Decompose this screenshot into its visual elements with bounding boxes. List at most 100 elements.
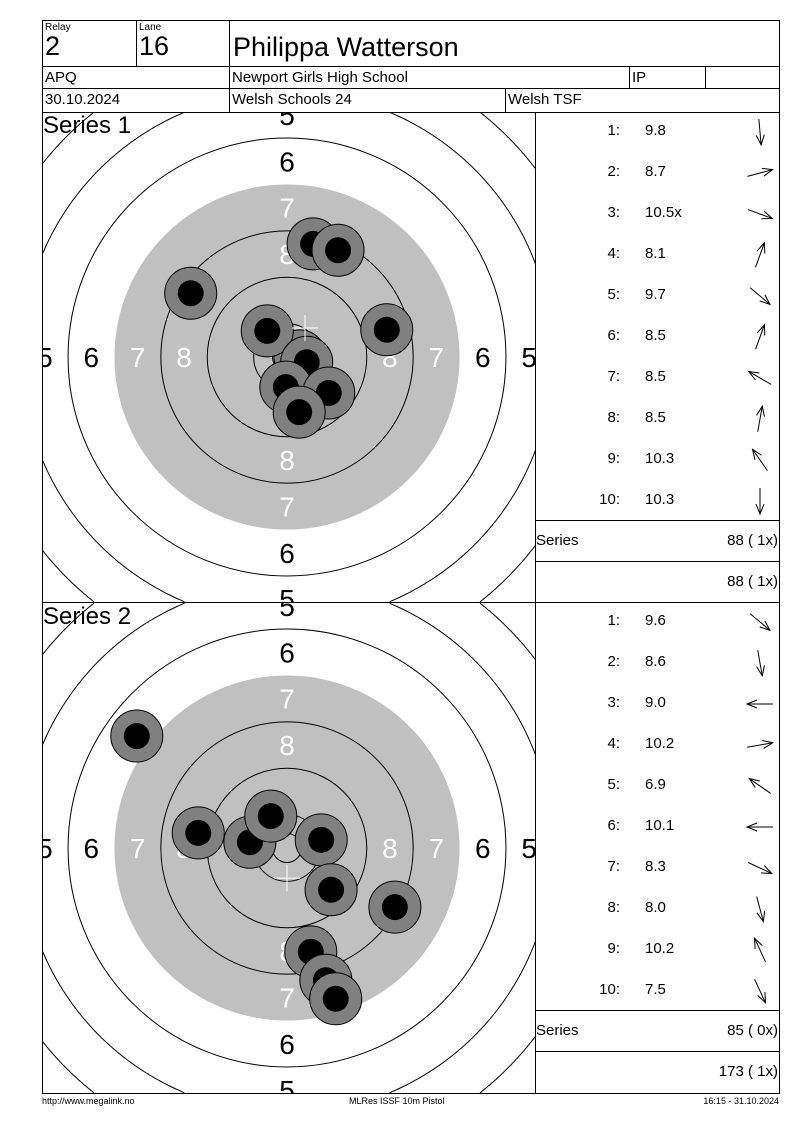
ring-6 [67,137,507,577]
arrow-head [756,665,765,678]
shot-score: 8.0 [645,899,666,916]
shot-row: 2: 8.7 [535,153,780,194]
shot-hole [240,304,294,358]
relay-label: Relay [45,22,71,33]
ring-label-6: 6 [83,342,99,373]
arrow [745,822,773,832]
shot-hole [171,806,225,860]
organizer-cell: Welsh TSF [505,88,780,113]
shot-number: 8: [607,409,620,426]
shot-row: 3: 9.0 [535,684,780,725]
shooter-cell: Philippa Watterson [229,20,780,67]
club-cell: Newport Girls High School [229,66,630,89]
relay-cell: Relay 2 [42,20,137,67]
direction-arrow-icon [747,167,774,177]
shot-hole-center [373,316,400,343]
arrow-head [761,865,774,875]
ring-label-6: 6 [279,637,295,668]
shot-row: 7: 8.5 [535,358,780,399]
series-total-value: 85 ( 0x) [727,1022,778,1039]
shot-score: 8.1 [645,245,666,262]
shot-score: 10.3 [645,491,675,508]
competition-cell: Welsh Schools 24 [229,88,506,113]
arrow-head [761,210,774,220]
arrow-shaft [754,938,766,962]
arrow-shaft [747,169,773,177]
arrow-head [756,323,766,336]
shot-number: 10: [599,491,620,508]
arrow-shaft [748,862,772,874]
shot-number: 5: [607,286,620,303]
direction-arrow-icon [749,613,771,632]
shot-number: 4: [607,245,620,262]
direction-arrow-icon [754,979,767,1005]
shot-row: 1: 9.8 [535,112,780,153]
shot-score: 10.2 [645,940,675,957]
shot-hole-center [322,985,349,1012]
shot-row: 10: 10.3 [535,481,780,522]
arrow-head [759,620,771,632]
series-label: Series [536,1022,579,1039]
shot-row: 7: 8.3 [535,848,780,889]
arrow-shaft [749,287,771,305]
ring-label-5: 5 [279,1075,295,1094]
arrow-head [762,740,775,749]
shot-hole-center [177,280,204,307]
direction-arrow-icon [755,488,765,516]
arrow-head [747,370,760,381]
footer-website: http://www.megalink.no [42,1096,135,1106]
direction-arrow-icon [755,119,765,147]
arrow-head [745,699,758,709]
ring-label-7: 7 [130,342,146,373]
shot-number: 6: [607,327,620,344]
ring-label-5: 5 [42,833,53,864]
arrow-head [756,241,766,254]
shot-number: 1: [607,122,620,139]
shot-row: 6: 10.1 [535,807,780,848]
class-cell: APQ [42,66,230,89]
direction-arrow-icon [745,822,773,832]
ring-label-6: 6 [475,833,491,864]
ring-label-5: 5 [521,342,536,373]
ring-label-7: 7 [130,833,146,864]
arrow [747,740,775,749]
footer-program: MLRes ISSF 10m Pistol [349,1096,445,1106]
ring-label-5: 5 [521,833,536,864]
arrow-shaft [749,778,771,794]
running-total-value: 88 ( 1x) [727,573,778,590]
shot-hole-center [123,723,150,750]
direction-arrow-icon [753,936,766,962]
shot-row: 9: 10.2 [535,930,780,971]
arrow [756,650,765,678]
divider [535,112,536,603]
direction-arrow-icon [751,448,768,471]
direction-arrow-icon [748,777,771,794]
arrow [756,404,765,432]
shooter-name: Philippa Watterson [233,32,459,62]
shot-number: 6: [607,817,620,834]
shot-score: 10.2 [645,735,675,752]
ring-label-7: 7 [429,342,445,373]
shot-hole [164,266,218,320]
direction-arrow-icon [749,287,771,306]
series-total-row: Series 85 ( 0x) [535,1010,780,1052]
shot-row: 5: 6.9 [535,766,780,807]
shot-number: 2: [607,653,620,670]
black-aiming-area [114,675,460,1021]
shot-hole-center [381,894,408,921]
series-total-value: 88 ( 1x) [727,532,778,549]
shot-number: 7: [607,368,620,385]
arrow-shaft [749,613,771,631]
shot-hole [294,813,348,867]
arrow-shaft [755,242,765,268]
ring-label-6: 6 [83,833,99,864]
arrow-head [745,822,758,832]
ring-label-7: 7 [279,491,295,522]
shot-score: 9.0 [645,694,666,711]
footer-printed: 16:15 - 31.10.2024 [703,1096,779,1106]
arrow [748,777,771,794]
shot-row: 4: 8.1 [535,235,780,276]
shot-score: 6.9 [645,776,666,793]
shot-score: 8.5 [645,409,666,426]
